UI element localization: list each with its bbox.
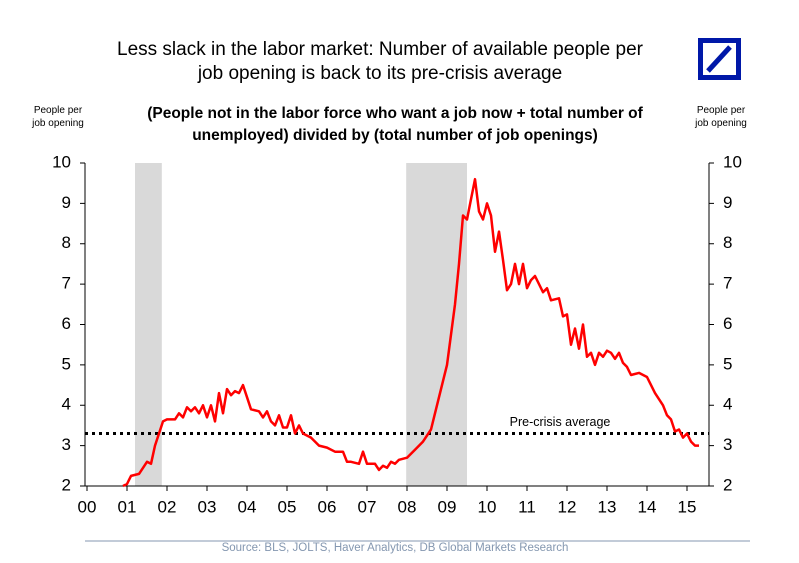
y2-tick-label: 8 (723, 233, 732, 252)
y2-tick-label: 5 (723, 354, 732, 373)
y-tick-label: 7 (62, 274, 71, 293)
x-tick-label: 04 (238, 497, 257, 516)
y2-tick-label: 2 (723, 475, 732, 494)
y-tick-label: 9 (62, 193, 71, 212)
y2-tick-label: 3 (723, 435, 732, 454)
x-tick-label: 07 (358, 497, 377, 516)
x-tick-label: 08 (398, 497, 417, 516)
y2-tick-label: 10 (723, 152, 742, 171)
db-logo (698, 38, 741, 80)
y2-axis-label: People per job opening (695, 105, 747, 129)
x-tick-label: 05 (278, 497, 297, 516)
x-tick-label: 12 (558, 497, 577, 516)
y-tick-label: 10 (52, 152, 71, 171)
x-tick-label: 00 (78, 497, 97, 516)
y-tick-label: 3 (62, 435, 71, 454)
x-tick-label: 06 (318, 497, 337, 516)
y-tick-label: 5 (62, 354, 71, 373)
y2-tick-label: 9 (723, 193, 732, 212)
x-tick-label: 13 (598, 497, 617, 516)
y-axis-label: People per job opening (32, 105, 84, 129)
y-tick-label: 4 (62, 395, 71, 414)
chart-title: Less slack in the labor market: Number o… (117, 39, 643, 84)
shaded-region (406, 163, 467, 486)
y2-tick-label: 7 (723, 274, 732, 293)
x-tick-label: 09 (438, 497, 457, 516)
x-tick-label: 11 (518, 497, 536, 516)
x-tick-label: 10 (478, 497, 497, 516)
x-tick-label: 14 (638, 497, 657, 516)
y2-tick-label: 4 (723, 395, 732, 414)
y2-tick-label: 6 (723, 314, 732, 333)
data-line (122, 177, 699, 488)
reference-label: Pre-crisis average (510, 415, 611, 429)
y-tick-label: 2 (62, 475, 71, 494)
y-tick-label: 6 (62, 314, 71, 333)
source-note: Source: BLS, JOLTS, Haver Analytics, DB … (221, 542, 569, 554)
x-tick-label: 02 (158, 497, 177, 516)
y-tick-label: 8 (62, 233, 71, 252)
chart-subtitle: (People not in the labor force who want … (147, 105, 643, 144)
x-tick-label: 03 (198, 497, 217, 516)
x-tick-label: 15 (678, 497, 697, 516)
x-tick-label: 01 (118, 497, 137, 516)
